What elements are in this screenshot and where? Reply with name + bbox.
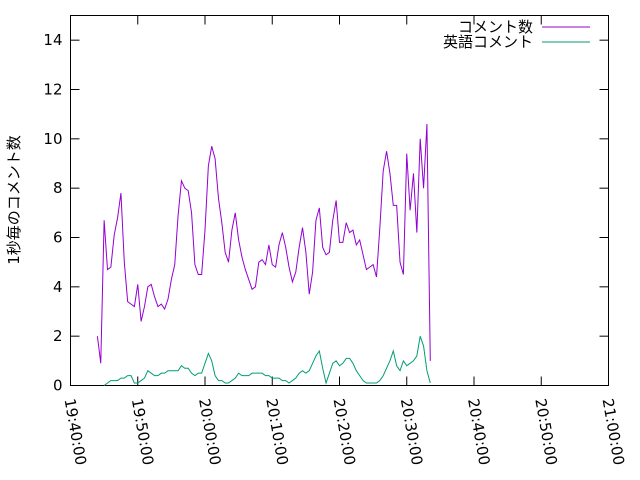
- x-tick-label: 20:10:00: [262, 397, 291, 466]
- plot-frame: [70, 15, 609, 386]
- series-line-1: [103, 336, 431, 386]
- y-tick-label: 4: [53, 278, 63, 296]
- x-tick-label: 21:00:00: [599, 397, 628, 466]
- y-tick-label: 8: [53, 179, 63, 197]
- x-tick-label: 20:30:00: [397, 397, 426, 466]
- series-line-0: [96, 124, 431, 364]
- x-tick-label: 20:20:00: [330, 397, 359, 466]
- y-tick-label: 6: [53, 229, 63, 247]
- x-tick-label: 19:50:00: [128, 397, 157, 466]
- y-axis: 0 2 4 6 8 10 12 14: [43, 31, 609, 395]
- y-tick-label: 2: [53, 327, 63, 345]
- series-layer: [96, 124, 431, 386]
- y-axis-title: 1秒毎のコメント数: [5, 135, 23, 265]
- x-tick-label: 20:50:00: [531, 397, 560, 466]
- x-axis: 19:40:00 19:50:00 20:00:00 20:10:00 20:20:00…: [61, 15, 628, 467]
- y-tick-label: 0: [53, 377, 63, 395]
- x-tick-label: 20:00:00: [195, 397, 224, 466]
- y-tick-label: 12: [43, 81, 62, 99]
- x-tick-label: 20:40:00: [464, 397, 493, 466]
- y-tick-label: 10: [43, 130, 62, 148]
- x-tick-label: 19:40:00: [61, 397, 90, 466]
- legend-entry-label: コメント数: [458, 18, 533, 36]
- legend-entry-label: 英語コメント: [443, 33, 533, 51]
- y-tick-label: 14: [43, 31, 62, 49]
